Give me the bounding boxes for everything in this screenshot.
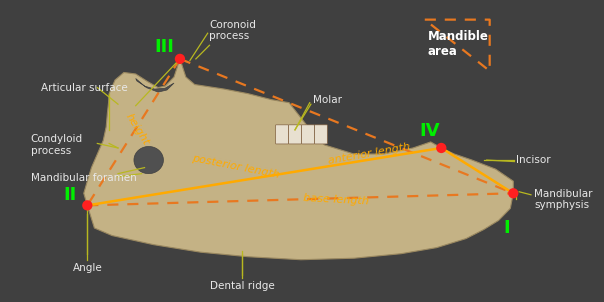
Polygon shape	[84, 59, 513, 260]
Text: I: I	[503, 219, 510, 237]
Text: Mandibular
symphysis: Mandibular symphysis	[534, 188, 593, 210]
FancyBboxPatch shape	[275, 125, 288, 144]
Text: base length: base length	[303, 193, 369, 206]
Text: Articular surface: Articular surface	[41, 82, 128, 93]
Text: Coronoid
process: Coronoid process	[210, 20, 256, 41]
Polygon shape	[136, 79, 174, 92]
Text: Incisor: Incisor	[516, 155, 551, 165]
Point	[83, 203, 92, 208]
Text: IV: IV	[419, 122, 440, 140]
Text: II: II	[63, 186, 76, 204]
Point	[437, 146, 446, 150]
Polygon shape	[134, 146, 164, 174]
FancyBboxPatch shape	[315, 125, 327, 144]
FancyBboxPatch shape	[289, 125, 301, 144]
Point	[509, 191, 518, 196]
Point	[175, 56, 185, 61]
Text: Mandible
area: Mandible area	[428, 30, 489, 58]
Text: Mandibular foramen: Mandibular foramen	[31, 173, 137, 183]
Text: height: height	[123, 112, 150, 148]
Text: Dental ridge: Dental ridge	[210, 281, 274, 291]
FancyBboxPatch shape	[301, 125, 314, 144]
Text: Molar: Molar	[313, 95, 342, 105]
Text: posterior length: posterior length	[191, 153, 281, 179]
Text: Angle: Angle	[72, 263, 102, 273]
Text: anterior length: anterior length	[327, 142, 411, 166]
Text: III: III	[154, 38, 174, 56]
Text: Condyloid
process: Condyloid process	[31, 134, 83, 156]
